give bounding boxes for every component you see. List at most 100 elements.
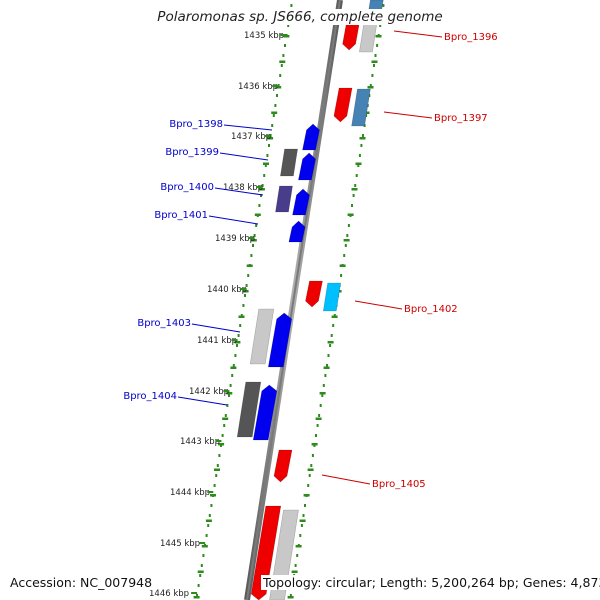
rail-right-dot [304, 504, 306, 507]
rail-right-dot [316, 424, 319, 427]
rail-right-dash [319, 392, 326, 395]
rail-left-dot [276, 94, 278, 97]
rail-left-dash [218, 443, 225, 446]
rail-left-dot [229, 384, 232, 387]
rail-right-dot [340, 274, 343, 277]
rail-left-dot [263, 174, 266, 177]
rail-right-dot [376, 44, 379, 47]
gene-feature [298, 152, 316, 181]
rail-left-dot [242, 304, 245, 307]
rail-left-dot [290, 4, 293, 7]
rail-right-dash [323, 366, 330, 369]
kbp-label: 1445 kbp [160, 539, 200, 549]
gene-feature [250, 505, 282, 600]
gene-feature [322, 282, 342, 312]
rail-right-dot [374, 54, 377, 57]
gene-bpro-1405 [273, 449, 293, 483]
rail-right-dot [307, 484, 310, 487]
rail-left-dash [267, 137, 274, 140]
rail-right-dash [359, 137, 366, 140]
callout-line [191, 323, 241, 333]
rail-right-dash [307, 468, 314, 471]
rail-right-dot [308, 474, 311, 477]
rail-left-dot [223, 424, 226, 427]
rail-right-dash [311, 443, 318, 446]
gene-label: Bpro_1399 [165, 147, 219, 158]
rail-right-dot [352, 194, 355, 197]
rail-left-dot [284, 44, 286, 47]
rail-right-dot [296, 554, 299, 557]
rail-left-dot [239, 324, 242, 327]
gene-label: Bpro_1398 [169, 119, 223, 130]
callout-line [383, 111, 433, 119]
rail-right-dot [346, 234, 349, 237]
rail-left-dash [210, 494, 216, 497]
rail-right-dash [299, 519, 306, 522]
dna-backbone [244, 0, 343, 600]
rail-right-dot [382, 4, 385, 7]
rail-left-dot [247, 274, 250, 277]
kbp-scale: 1435 kbp 1436 kbp 1437 kbp 1438 kbp 1439 kbp… [149, 31, 287, 599]
rail-right-dot [315, 434, 317, 437]
gene-label: Bpro_1401 [154, 210, 208, 221]
rail-left-dot [255, 224, 258, 227]
kbp-label: 1440 kbp [207, 285, 247, 295]
rail-left-dot [210, 504, 213, 507]
callout-line [393, 30, 443, 38]
rail-right-dash [343, 239, 350, 242]
rail-left-dash [201, 545, 208, 548]
rail-right-dot [321, 394, 324, 397]
rail-right-dot [344, 244, 347, 247]
rail-right-dash [355, 162, 362, 165]
rail-left-dot [199, 574, 202, 577]
rail-right-dash [295, 545, 302, 548]
rail-left-dot [271, 124, 274, 127]
rail-right-dot [289, 594, 292, 597]
rail-left-dash [197, 570, 204, 573]
rail-left-dot [213, 484, 216, 487]
rail-left-dot [197, 584, 200, 587]
gene-labels: Bpro_1398 Bpro_1399 Bpro_1400 Bpro_1401 Bpro… [123, 30, 498, 490]
rail-right-dash [367, 86, 374, 89]
kbp-label: 1442 kbp [189, 387, 229, 397]
rail-right-dot [347, 224, 350, 227]
kbp-label: 1443 kbp [180, 437, 220, 447]
rail-left-dot [237, 334, 240, 337]
rail-right-dot [318, 414, 321, 417]
kbp-label: 1444 kbp [170, 488, 210, 498]
rail-right-dot [351, 204, 353, 207]
rail-left-dash [214, 468, 220, 471]
rail-left-dash [234, 341, 241, 344]
rail-left-dot [215, 474, 218, 477]
rail-right-dot [355, 174, 358, 177]
rail-right-dot [330, 334, 333, 337]
rail-right-dash [315, 417, 322, 420]
rail-left-dash [263, 162, 269, 165]
rail-left-dot [231, 374, 234, 377]
rail-left-dot [274, 104, 277, 107]
kbp-label: 1441 kbp [197, 336, 237, 346]
gene-bpro-1398 [302, 123, 320, 151]
kbp-label: 1435 kbp [244, 31, 284, 41]
rail-left-dot [218, 454, 221, 457]
rail-right-dot [310, 464, 313, 467]
rail-right-dot [369, 84, 372, 87]
callout-line [177, 396, 228, 406]
rail-left-dot [200, 564, 203, 567]
rail-left-dash [193, 596, 200, 599]
rail-right-dot [326, 364, 328, 367]
gene-label: Bpro_1396 [444, 32, 498, 43]
rail-right-dot [373, 64, 375, 67]
gene-bpro-1399 [280, 148, 298, 177]
rail-right-dot [327, 354, 330, 357]
genome-title-text: Polaromonas sp. JS666, complete genome [153, 9, 447, 25]
rail-right-dash [287, 596, 294, 599]
rail-left-dot [266, 154, 269, 157]
rail-left-dot [287, 24, 290, 27]
rail-left-dot [216, 464, 219, 467]
rail-left-dot [252, 244, 254, 247]
rail-left-dash [205, 519, 212, 522]
callout-line [223, 124, 273, 131]
rail-left-dash [275, 86, 282, 89]
genome-title: Polaromonas sp. JS666, complete genome [0, 9, 600, 25]
